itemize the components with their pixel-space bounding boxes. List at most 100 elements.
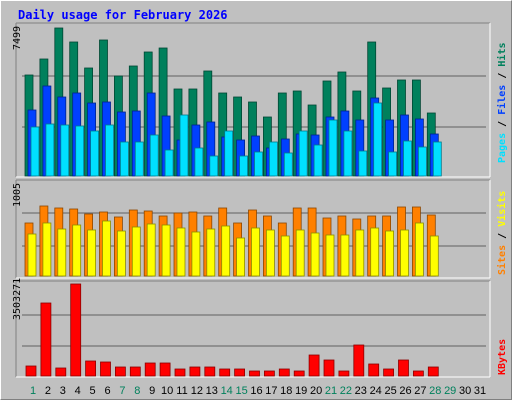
bar-visits-day-16 [251,227,260,277]
bar-kbytes-day-21 [323,359,335,377]
grid-kbytes [22,314,486,347]
bar-kbytes-day-8 [129,366,141,377]
bar-visits-day-10 [161,224,171,277]
bar-kbytes-day-13 [204,366,216,377]
bar-visits-day-19 [295,229,305,277]
bar-kbytes-day-12 [189,366,201,377]
x-label-day-9: 9 [149,385,155,397]
x-label-day-26: 26 [399,385,411,397]
legend-files: Files [496,85,508,115]
bar-kbytes-day-15 [234,368,246,377]
bar-visits-day-22 [340,234,350,277]
x-label-day-23: 23 [355,385,367,397]
x-label-day-13: 13 [206,385,218,397]
legend-sep-1: / [497,121,508,127]
bar-kbytes-day-9 [144,362,156,377]
x-label-day-22: 22 [340,385,352,397]
legend-kbytes-panel: KBytes [497,339,508,375]
bar-visits-day-26 [400,229,409,277]
bar-kbytes-day-6 [100,361,111,377]
bar-visits-day-14 [221,225,231,277]
bar-visits-day-13 [206,228,216,277]
bar-visits-day-15 [236,237,246,277]
x-label-day-18: 18 [280,385,292,397]
bar-visits-day-18 [280,235,290,277]
bar-pages-day-14 [224,130,234,177]
bar-kbytes-day-16 [249,370,260,377]
bar-pages-day-9 [149,134,159,177]
legend-hits: Hits [496,43,508,67]
bar-pages-day-12 [194,147,204,177]
bar-kbytes-day-4 [70,283,82,377]
y-max-label-visits: 1005 [12,183,23,207]
x-label-day-17: 17 [265,385,277,397]
x-label-day-25: 25 [384,385,396,397]
bar-pages-day-8 [134,141,144,177]
bar-pages-day-16 [254,151,263,177]
x-label-day-5: 5 [90,385,96,397]
bar-kbytes-day-26 [398,359,409,377]
bars-hits-panel [24,27,442,177]
legend-sep-2: / [497,73,508,79]
bar-visits-day-21 [325,234,335,277]
x-label-day-15: 15 [235,385,247,397]
x-label-day-28: 28 [429,385,441,397]
bar-pages-day-3 [60,124,70,177]
bar-kbytes-day-11 [174,368,186,377]
legend-visits-panel: Sites / Visits [496,191,508,275]
bar-visits-day-9 [146,223,156,277]
x-label-day-8: 8 [134,385,140,397]
bar-kbytes-day-5 [85,360,96,377]
x-label-day-14: 14 [221,385,233,397]
bar-kbytes-day-22 [338,370,350,377]
bar-visits-day-23 [355,229,365,277]
bar-pages-day-17 [268,141,278,177]
x-label-day-29: 29 [444,385,456,397]
x-axis-labels: 1 2 3 4 5 6 7 8 9 10 11 12 13 14 15 16 17 18 19 20 21 22 23 24 2… [30,385,486,397]
bars-kbytes-panel [25,283,439,377]
bar-pages-day-18 [283,152,293,177]
bars-visits-panel [24,205,439,277]
x-label-day-30: 30 [459,385,471,397]
bar-visits-day-2 [42,222,52,277]
x-label-day-4: 4 [75,385,81,397]
bar-pages-day-27 [417,146,427,177]
bar-pages-day-19 [298,130,308,177]
bar-pages-day-1 [30,126,40,177]
bar-kbytes-day-28 [427,366,439,377]
x-label-day-7: 7 [119,385,125,397]
bar-pages-day-23 [358,150,368,177]
bar-visits-day-20 [310,232,320,277]
bar-visits-day-28 [429,235,439,277]
bar-visits-day-8 [131,226,141,277]
bar-visits-day-24 [370,227,380,277]
x-label-day-10: 10 [161,385,173,397]
y-max-label-hits: 7499 [12,26,23,50]
x-label-day-19: 19 [295,385,307,397]
bar-visits-day-1 [27,233,37,277]
bar-kbytes-day-25 [383,368,395,377]
bar-pages-day-20 [313,144,323,177]
x-label-day-20: 20 [310,385,322,397]
chart-title: Daily usage for February 2026 [18,8,228,22]
bar-pages-day-4 [75,125,85,177]
bar-pages-day-13 [209,155,219,177]
bar-pages-day-15 [239,155,249,177]
bar-pages-day-26 [403,140,412,177]
bar-kbytes-day-18 [278,368,290,377]
bar-pages-day-7 [120,141,129,177]
bar-kbytes-day-2 [40,302,52,377]
bar-pages-day-22 [343,130,353,177]
bar-visits-day-5 [87,229,96,277]
bar-visits-day-4 [72,224,82,277]
bar-visits-day-7 [117,230,126,277]
legend-hits-panel: Pages / Files / Hits [496,43,508,164]
x-label-day-6: 6 [104,385,110,397]
bar-visits-day-12 [191,231,201,277]
bar-kbytes-day-19 [293,370,305,377]
bar-visits-day-11 [176,227,186,277]
bar-visits-day-3 [57,228,67,277]
bar-pages-day-21 [328,119,338,177]
legend-kbytes: KBytes [497,339,508,375]
